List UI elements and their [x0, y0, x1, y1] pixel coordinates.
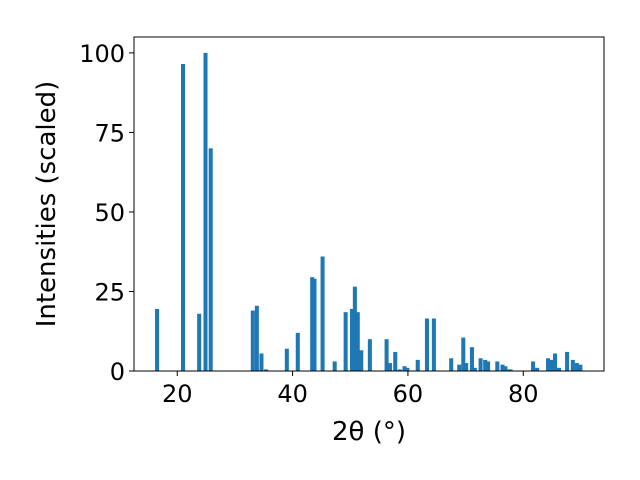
bar [284, 348, 289, 371]
bar [578, 364, 583, 371]
bar [355, 312, 360, 371]
bar [472, 367, 477, 371]
bar [546, 358, 551, 371]
bar [393, 351, 398, 371]
bar [495, 361, 500, 371]
bar [483, 359, 488, 371]
y-axis-ticks: 0 25 50 75 100 [79, 40, 134, 386]
bar [384, 339, 389, 371]
bar [431, 318, 436, 371]
plot-frame [133, 36, 605, 372]
bar [457, 364, 462, 371]
bar [310, 277, 315, 371]
bar [549, 359, 554, 371]
bar [531, 361, 536, 371]
x-tick-label: 60 [393, 380, 424, 408]
bar [264, 369, 269, 371]
bar [359, 350, 364, 371]
bar [535, 367, 540, 371]
bar [565, 351, 570, 371]
x-tick-label: 40 [277, 380, 308, 408]
bar [469, 347, 474, 371]
bar [155, 308, 160, 371]
bar [500, 364, 505, 371]
x-tick-label: 20 [162, 380, 193, 408]
bar [570, 359, 575, 371]
y-tick-label: 0 [110, 358, 125, 386]
bar [552, 353, 557, 371]
bar [367, 339, 372, 371]
bar [343, 312, 348, 371]
bar [208, 148, 213, 371]
bar [486, 361, 491, 371]
bar [203, 52, 208, 372]
x-axis-label: 2θ (°) [332, 417, 406, 447]
bars-group [155, 52, 583, 372]
bar [332, 361, 337, 371]
bar [250, 310, 255, 371]
y-axis-label: Intensities (scaled) [32, 81, 62, 328]
bar [503, 366, 508, 371]
bar [405, 367, 410, 371]
bar [397, 369, 402, 371]
bar [449, 358, 454, 371]
bar [574, 363, 579, 371]
y-tick-label: 25 [94, 278, 125, 306]
bar [197, 313, 202, 371]
bar [478, 358, 483, 371]
bar [506, 369, 511, 371]
bar [464, 363, 469, 371]
bar [415, 359, 420, 371]
bar [352, 286, 357, 371]
bar [424, 318, 429, 371]
y-tick-label: 75 [94, 119, 125, 147]
bar [259, 353, 264, 371]
bar [320, 256, 325, 371]
y-tick-label: 100 [79, 40, 125, 68]
x-tick-label: 80 [508, 380, 539, 408]
bar [508, 369, 513, 371]
bar [388, 363, 393, 371]
bar [181, 64, 186, 371]
bar [557, 367, 562, 371]
bar [295, 332, 300, 371]
y-tick-label: 50 [94, 199, 125, 227]
bar [402, 366, 407, 371]
bar [312, 278, 317, 371]
bar [254, 305, 259, 371]
bar [349, 308, 355, 371]
bar [461, 337, 466, 371]
x-axis-ticks: 20 40 60 80 [162, 371, 539, 408]
